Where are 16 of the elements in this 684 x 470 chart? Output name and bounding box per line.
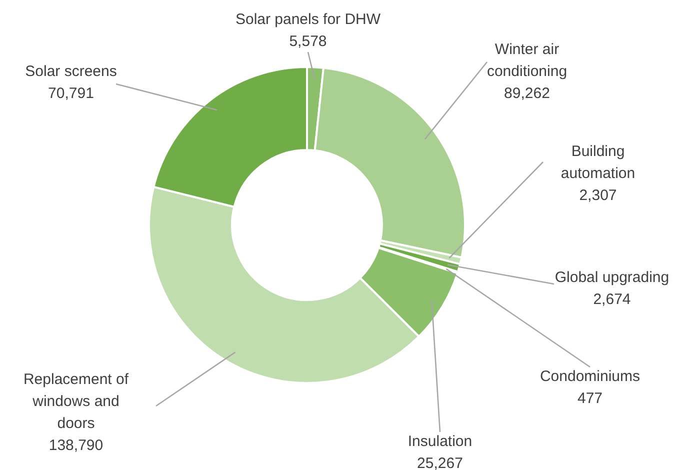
data-label: 25,267 [417,455,463,470]
slice-label: Solar panels for DHW [235,11,382,28]
data-label: 70,791 [48,85,94,102]
slice-label: Building automation [560,143,636,182]
data-label: 2,674 [593,291,631,308]
slice-label: Condominiums [540,368,640,385]
data-label: 138,790 [48,437,104,454]
slice-label: Winter air conditioning [486,41,568,80]
slice-label: Insulation [408,433,472,450]
data-label: 5,578 [289,33,327,50]
data-label: 477 [577,390,603,407]
slice-label: Replacement of windows and doors [23,371,130,432]
data-label: 2,307 [579,187,617,204]
slice-label: Global upgrading [554,269,670,286]
data-label: 89,262 [504,85,550,102]
slice-label: Solar screens [25,63,117,80]
